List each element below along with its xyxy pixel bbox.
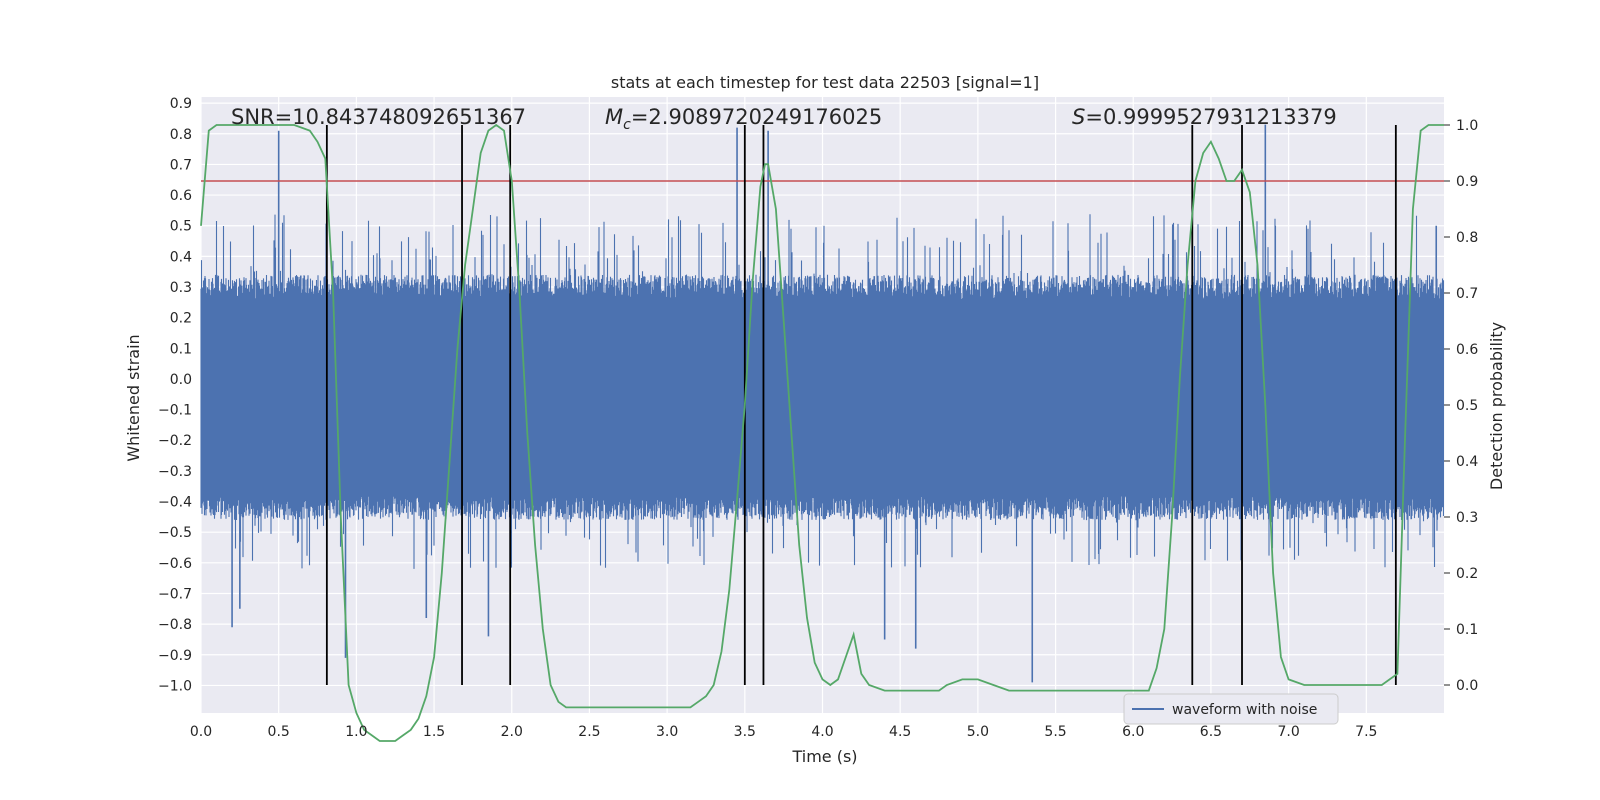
waveform-line [200,214,1445,569]
legend: waveform with noise [1123,693,1339,725]
y2-tick-label: 0.5 [1456,398,1478,414]
y-tick-label: 0.8 [170,127,192,143]
annotation-snr: SNR=10.843748092651367 [231,105,526,129]
y-tick-label: 0.3 [170,280,192,296]
y2-axis-label: Detection probability [1487,322,1506,490]
x-tick-label: 6.0 [1122,724,1144,740]
y2-tick-label: 0.2 [1456,566,1478,582]
y-tick-label: 0.4 [170,249,192,265]
y-axis-ticks: 0.9 0.8 0.7 0.6 0.5 0.4 0.3 0.2 0.1 0.0 −0.1 −0.2 −0… [158,96,192,694]
x-tick-label: 5.0 [967,724,989,740]
y2-tick-label: 1.0 [1456,118,1478,134]
y2-tick-label: 0.1 [1456,622,1478,638]
y-tick-label: −1.0 [158,678,192,694]
y-tick-label: 0.9 [170,96,192,112]
x-tick-label: 1.5 [423,724,445,740]
x-tick-label: 2.0 [501,724,523,740]
y-tick-label: −0.5 [158,525,192,541]
y-tick-label: −0.7 [158,586,192,602]
y-tick-label: 0.6 [170,188,192,204]
x-tick-label: 5.5 [1044,724,1066,740]
x-tick-label: 7.0 [1277,724,1299,740]
y-tick-label: 0.1 [170,341,192,357]
y-tick-label: 0.2 [170,311,192,327]
x-axis-ticks: 0.0 0.5 1.0 1.5 2.0 2.5 3.0 3.5 4.0 4.5 5.0 5.5 6.0 6… [190,724,1378,740]
x-tick-label: 0.5 [268,724,290,740]
y2-tick-label: 0.4 [1456,454,1478,470]
y2-tick-label: 0.3 [1456,510,1478,526]
y-tick-label: 0.0 [170,372,192,388]
chart-title: stats at each timestep for test data 225… [611,73,1039,92]
y-tick-label: 0.5 [170,219,192,235]
y2-tick-label: 0.6 [1456,342,1478,358]
legend-box [1123,693,1339,725]
y-tick-label: −0.9 [158,648,192,664]
y2-tick-label: 0.0 [1456,678,1478,694]
y-tick-label: −0.1 [158,403,192,419]
y-tick-label: −0.3 [158,464,192,480]
y-tick-label: −0.8 [158,617,192,633]
probability-series [200,123,1444,742]
y-tick-label: −0.2 [158,433,192,449]
y-tick-label: −0.6 [158,556,192,572]
annotation-score: S=0.9999527931213379 [1072,105,1337,129]
x-axis-label: Time (s) [791,747,857,766]
x-tick-label: 7.5 [1355,724,1377,740]
y-tick-label: 0.7 [170,157,192,173]
y2-tick-label: 0.8 [1456,230,1478,246]
x-tick-label: 6.5 [1200,724,1222,740]
legend-entry-waveform: waveform with noise [1172,702,1317,718]
x-tick-label: 0.0 [190,724,212,740]
y2-axis-ticks: 1.0 0.9 0.8 0.7 0.6 0.5 0.4 0.3 0.2 0.1 0.0 [1444,118,1478,694]
y-axis-label: Whitened strain [124,334,143,461]
x-tick-label: 4.5 [889,724,911,740]
annotation-chirp-mass: Mc=2.9089720249176025 [605,105,882,133]
x-tick-label: 2.5 [578,724,600,740]
x-tick-label: 3.5 [734,724,756,740]
probability-line [200,123,1444,742]
x-tick-label: 4.0 [811,724,833,740]
x-tick-label: 1.0 [345,724,367,740]
x-tick-label: 3.0 [656,724,678,740]
y-tick-label: −0.4 [158,495,192,511]
y2-tick-label: 0.7 [1456,286,1478,302]
y2-tick-label: 0.9 [1456,174,1478,190]
